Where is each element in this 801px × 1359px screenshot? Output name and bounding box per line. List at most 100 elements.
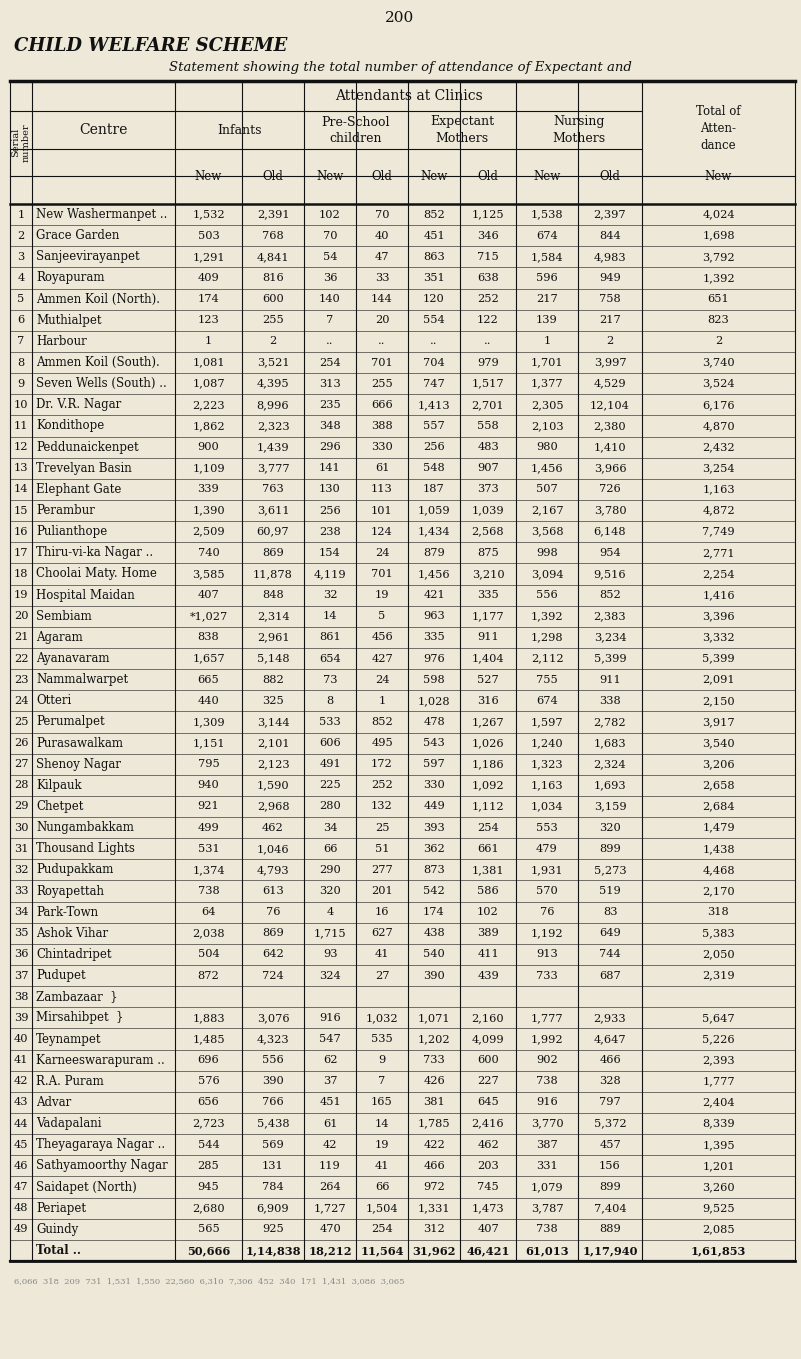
Text: 879: 879 bbox=[423, 548, 445, 557]
Text: 651: 651 bbox=[707, 294, 730, 304]
Text: 407: 407 bbox=[198, 590, 219, 601]
Text: 174: 174 bbox=[423, 908, 445, 917]
Text: 704: 704 bbox=[423, 357, 445, 367]
Text: 4,647: 4,647 bbox=[594, 1034, 626, 1044]
Text: 255: 255 bbox=[262, 315, 284, 325]
Text: 7: 7 bbox=[18, 337, 25, 347]
Text: 70: 70 bbox=[323, 231, 337, 241]
Text: 18,212: 18,212 bbox=[308, 1245, 352, 1256]
Text: 3,997: 3,997 bbox=[594, 357, 626, 367]
Text: Hospital Maidan: Hospital Maidan bbox=[36, 588, 135, 602]
Text: 976: 976 bbox=[423, 654, 445, 663]
Text: 1,657: 1,657 bbox=[192, 654, 225, 663]
Text: 1,112: 1,112 bbox=[472, 802, 505, 811]
Text: 2,568: 2,568 bbox=[472, 527, 505, 537]
Text: Perambur: Perambur bbox=[36, 504, 95, 516]
Text: 37: 37 bbox=[323, 1076, 337, 1086]
Text: 755: 755 bbox=[536, 674, 557, 685]
Text: Teynampet: Teynampet bbox=[36, 1033, 102, 1045]
Text: 816: 816 bbox=[262, 273, 284, 283]
Text: 66: 66 bbox=[323, 844, 337, 853]
Text: 338: 338 bbox=[599, 696, 621, 705]
Text: 5: 5 bbox=[18, 294, 25, 304]
Text: 113: 113 bbox=[371, 484, 392, 495]
Text: Muthialpet: Muthialpet bbox=[36, 314, 102, 326]
Text: 1,17,940: 1,17,940 bbox=[582, 1245, 638, 1256]
Text: 203: 203 bbox=[477, 1161, 499, 1171]
Text: 3,777: 3,777 bbox=[256, 463, 289, 473]
Text: 387: 387 bbox=[536, 1140, 557, 1150]
Text: 38: 38 bbox=[14, 992, 28, 1002]
Text: 438: 438 bbox=[423, 928, 445, 938]
Text: 724: 724 bbox=[262, 970, 284, 981]
Text: 665: 665 bbox=[198, 674, 219, 685]
Text: 1,404: 1,404 bbox=[472, 654, 505, 663]
Text: 2,160: 2,160 bbox=[472, 1012, 505, 1023]
Text: 335: 335 bbox=[477, 590, 499, 601]
Text: 940: 940 bbox=[198, 780, 219, 791]
Text: 34: 34 bbox=[323, 822, 337, 833]
Text: Ashok Vihar: Ashok Vihar bbox=[36, 927, 108, 940]
Text: 1,028: 1,028 bbox=[417, 696, 450, 705]
Text: 1,059: 1,059 bbox=[417, 506, 450, 515]
Text: 949: 949 bbox=[599, 273, 621, 283]
Text: 141: 141 bbox=[319, 463, 341, 473]
Text: 3,568: 3,568 bbox=[531, 527, 563, 537]
Text: 48: 48 bbox=[14, 1203, 28, 1214]
Text: 15: 15 bbox=[14, 506, 28, 515]
Text: 35: 35 bbox=[14, 928, 28, 938]
Text: ..: .. bbox=[430, 337, 438, 347]
Text: 32: 32 bbox=[14, 864, 28, 875]
Text: 25: 25 bbox=[375, 822, 389, 833]
Text: 8,996: 8,996 bbox=[256, 400, 289, 410]
Text: New: New bbox=[316, 170, 344, 183]
Text: 998: 998 bbox=[536, 548, 557, 557]
Text: 33: 33 bbox=[14, 886, 28, 896]
Text: 656: 656 bbox=[198, 1098, 219, 1108]
Text: 823: 823 bbox=[707, 315, 730, 325]
Text: 3,585: 3,585 bbox=[192, 569, 225, 579]
Text: 5,647: 5,647 bbox=[702, 1012, 735, 1023]
Text: 2,432: 2,432 bbox=[702, 442, 735, 453]
Text: 674: 674 bbox=[536, 231, 557, 241]
Text: 124: 124 bbox=[371, 527, 392, 537]
Text: 1,701: 1,701 bbox=[531, 357, 563, 367]
Text: 763: 763 bbox=[262, 484, 284, 495]
Text: Seven Wells (South) ..: Seven Wells (South) .. bbox=[36, 378, 167, 390]
Text: 339: 339 bbox=[198, 484, 219, 495]
Text: Nursing
Mothers: Nursing Mothers bbox=[553, 116, 606, 144]
Text: 1,039: 1,039 bbox=[472, 506, 505, 515]
Text: 747: 747 bbox=[423, 379, 445, 389]
Text: 738: 738 bbox=[198, 886, 219, 896]
Text: 47: 47 bbox=[14, 1182, 28, 1192]
Text: 543: 543 bbox=[423, 738, 445, 747]
Text: 252: 252 bbox=[371, 780, 392, 791]
Text: 1,785: 1,785 bbox=[417, 1118, 450, 1128]
Text: 28: 28 bbox=[14, 780, 28, 791]
Text: 3,740: 3,740 bbox=[702, 357, 735, 367]
Text: 66: 66 bbox=[375, 1182, 389, 1192]
Text: 41: 41 bbox=[375, 950, 389, 959]
Text: 3,254: 3,254 bbox=[702, 463, 735, 473]
Text: 1,693: 1,693 bbox=[594, 780, 626, 791]
Text: 654: 654 bbox=[319, 654, 341, 663]
Text: 1,125: 1,125 bbox=[472, 209, 505, 220]
Text: 5,438: 5,438 bbox=[256, 1118, 289, 1128]
Text: 6,066  318  209  731  1,531  1,550  22,560  6,310  7,306  452  340  171  1,431  : 6,066 318 209 731 1,531 1,550 22,560 6,3… bbox=[14, 1277, 405, 1286]
Text: 2,167: 2,167 bbox=[531, 506, 563, 515]
Text: 3,332: 3,332 bbox=[702, 632, 735, 643]
Text: 495: 495 bbox=[371, 738, 392, 747]
Text: 255: 255 bbox=[371, 379, 392, 389]
Text: 2,050: 2,050 bbox=[702, 950, 735, 959]
Text: 439: 439 bbox=[477, 970, 499, 981]
Text: 911: 911 bbox=[477, 632, 499, 643]
Text: 916: 916 bbox=[319, 1012, 341, 1023]
Text: 554: 554 bbox=[423, 315, 445, 325]
Text: 687: 687 bbox=[599, 970, 621, 981]
Text: 388: 388 bbox=[371, 421, 392, 431]
Text: 331: 331 bbox=[536, 1161, 557, 1171]
Text: 1: 1 bbox=[543, 337, 550, 347]
Text: 2,416: 2,416 bbox=[472, 1118, 505, 1128]
Text: 9,516: 9,516 bbox=[594, 569, 626, 579]
Text: 5,226: 5,226 bbox=[702, 1034, 735, 1044]
